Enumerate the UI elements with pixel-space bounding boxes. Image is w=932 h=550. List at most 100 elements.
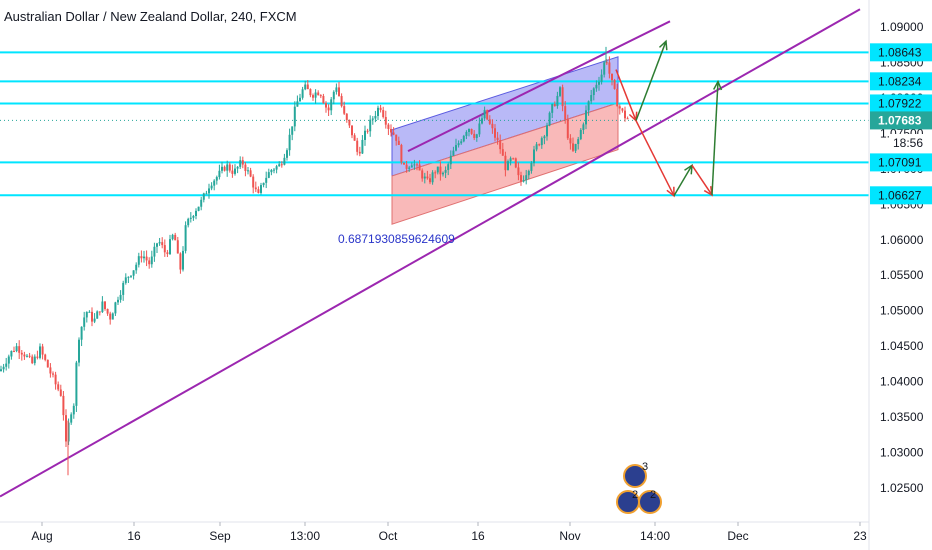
candle-body: [598, 81, 600, 85]
candle-body: [345, 113, 348, 120]
candle-body: [5, 363, 8, 367]
price-axis-tick-label: 1.05500: [880, 268, 924, 282]
candle-body: [605, 62, 608, 64]
candle-body: [143, 256, 145, 259]
candle-body: [304, 84, 307, 90]
projection-arrow-green[interactable]: [711, 81, 719, 196]
candle-body: [379, 107, 382, 111]
projection-arrow-red[interactable]: [691, 164, 713, 196]
candle-body: [613, 80, 616, 89]
level-label-text: 1.08234: [878, 74, 922, 88]
candle-body: [603, 62, 606, 75]
candle-body: [309, 89, 312, 96]
upper-channel-line[interactable]: [407, 20, 671, 153]
candle-body: [169, 239, 171, 255]
candle-body: [247, 170, 249, 172]
time-axis-tick-label: Nov: [559, 529, 580, 543]
economic-event-icon[interactable]: [623, 464, 647, 488]
candle-body: [374, 115, 377, 119]
candle-body: [226, 164, 229, 171]
candle-body: [574, 143, 577, 151]
candle-body: [78, 339, 80, 363]
economic-event-icon[interactable]: [616, 490, 640, 514]
candle-body: [444, 169, 447, 173]
candle-body: [392, 132, 395, 135]
candle-body: [10, 350, 13, 357]
candle-body: [117, 299, 119, 303]
candle-body: [221, 166, 223, 171]
candle-body: [132, 270, 135, 276]
time-axis-tick-label: 16: [471, 529, 485, 543]
candle-body: [72, 405, 75, 415]
candle-body: [509, 158, 512, 162]
candle-body: [111, 313, 114, 320]
time-axis-tick-label: 14:00: [640, 529, 670, 543]
candle-body: [52, 373, 54, 375]
candle-body: [486, 109, 489, 120]
lower-trendline[interactable]: [0, 8, 861, 498]
candle-body: [101, 301, 104, 313]
candle-body: [421, 170, 424, 179]
candle-body: [460, 141, 463, 144]
projection-arrow-red[interactable]: [615, 69, 637, 121]
candle-body: [265, 177, 268, 183]
candle-body: [54, 374, 57, 385]
candle-body: [364, 130, 366, 140]
candle-body: [195, 210, 197, 216]
candle-body: [556, 95, 559, 107]
time-axis[interactable]: Aug 16 Sep 13:00 Oct 16 Nov 14:00 Dec 23: [31, 522, 867, 543]
candle-body: [322, 95, 325, 104]
candle-body: [197, 206, 200, 211]
candle-body: [397, 140, 400, 145]
candle-body: [176, 240, 179, 254]
candle-body: [223, 166, 226, 171]
candle-body: [75, 362, 78, 406]
candle-body: [228, 164, 231, 171]
candle-body: [275, 166, 278, 170]
candle-body: [621, 108, 624, 111]
level-label-text: 1.08643: [878, 45, 922, 59]
projection-arrow-green[interactable]: [673, 164, 693, 197]
candle-body: [400, 144, 403, 163]
candle-body: [28, 355, 31, 357]
candle-body: [481, 118, 483, 124]
candle-body: [325, 103, 327, 108]
candle-body: [548, 112, 551, 126]
price-axis-tick-label: 1.02500: [880, 481, 924, 495]
candle-body: [7, 356, 10, 364]
candle-body: [553, 104, 556, 107]
level-label-text: 1.06627: [878, 188, 922, 202]
projection-arrows[interactable]: [615, 39, 723, 198]
candle-body: [231, 170, 234, 174]
candle-body: [577, 139, 580, 144]
candle-body: [67, 422, 70, 442]
level-label-text: 1.07922: [878, 96, 922, 110]
candle-body: [26, 355, 28, 357]
candle-body: [423, 176, 426, 179]
candle-body: [127, 276, 130, 278]
candle-body: [166, 252, 169, 255]
level-label-text: 1.07091: [878, 155, 922, 169]
candle-body: [23, 354, 26, 357]
candle-body: [65, 415, 67, 442]
candle-body: [434, 172, 437, 174]
candle-body: [426, 176, 429, 179]
candle-body: [533, 149, 535, 164]
trendlines[interactable]: [0, 8, 861, 498]
candle-body: [499, 140, 502, 150]
candle-body: [384, 117, 387, 125]
candle-body: [2, 366, 5, 370]
candle-body: [582, 124, 585, 130]
candle-body: [564, 106, 567, 120]
horizontal-levels[interactable]: [0, 51, 869, 197]
candle-body: [608, 62, 611, 74]
candle-body: [189, 217, 192, 219]
price-axis-tick-label: 1.06000: [880, 233, 924, 247]
projection-arrow-green[interactable]: [635, 40, 667, 121]
economic-event-icon[interactable]: [638, 490, 662, 514]
candle-body: [566, 119, 569, 139]
projection-arrow-red[interactable]: [635, 120, 675, 197]
candle-body: [91, 311, 93, 322]
